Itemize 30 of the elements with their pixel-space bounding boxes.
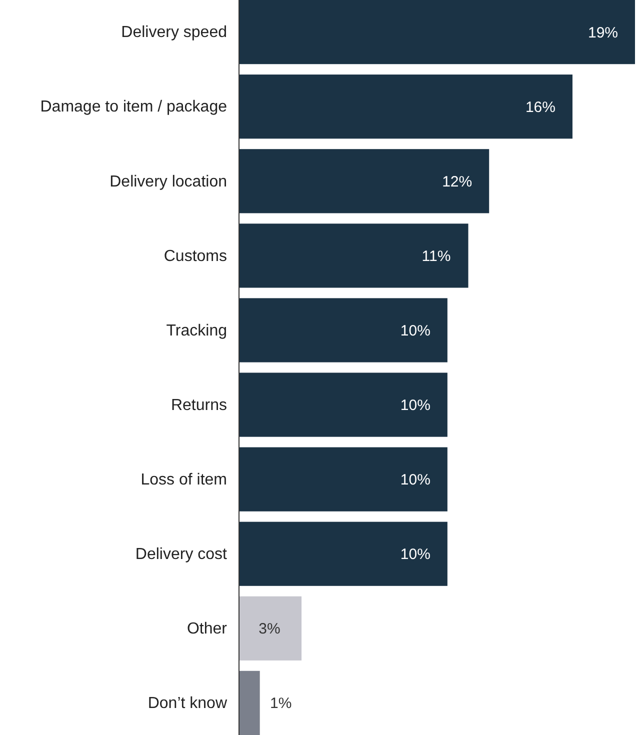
data-label: 10% [400,397,430,414]
y-tick-label: Returns [170,396,227,414]
bar [239,149,490,214]
y-tick-label: Delivery cost [135,546,228,563]
y-tick-label: Delivery location [110,173,227,190]
y-tick-label: Tracking [166,322,227,340]
bar [239,298,448,362]
data-label: 10% [400,322,430,340]
data-label: 3% [258,620,280,638]
bar [239,372,448,437]
data-label: 12% [442,173,472,190]
y-tick-label: Loss of item [140,471,227,488]
bar [239,596,302,660]
data-label: 1% [270,695,292,712]
y-tick-label: Damage to item / package [40,98,228,116]
bar [239,522,448,586]
bar [239,447,448,512]
bar [239,74,572,139]
data-label: 19% [588,24,618,42]
y-tick-label: Customs [164,248,227,265]
y-tick-label: Don’t know [148,695,228,712]
bar [239,224,468,288]
data-label: 10% [400,472,430,489]
y-tick-label: Other [186,620,228,638]
data-label: 11% [422,248,451,265]
y-tick-label: Delivery speed [121,24,227,42]
data-label: 16% [525,98,556,116]
data-label: 10% [400,546,430,564]
bar [239,0,635,64]
bar [239,670,260,735]
